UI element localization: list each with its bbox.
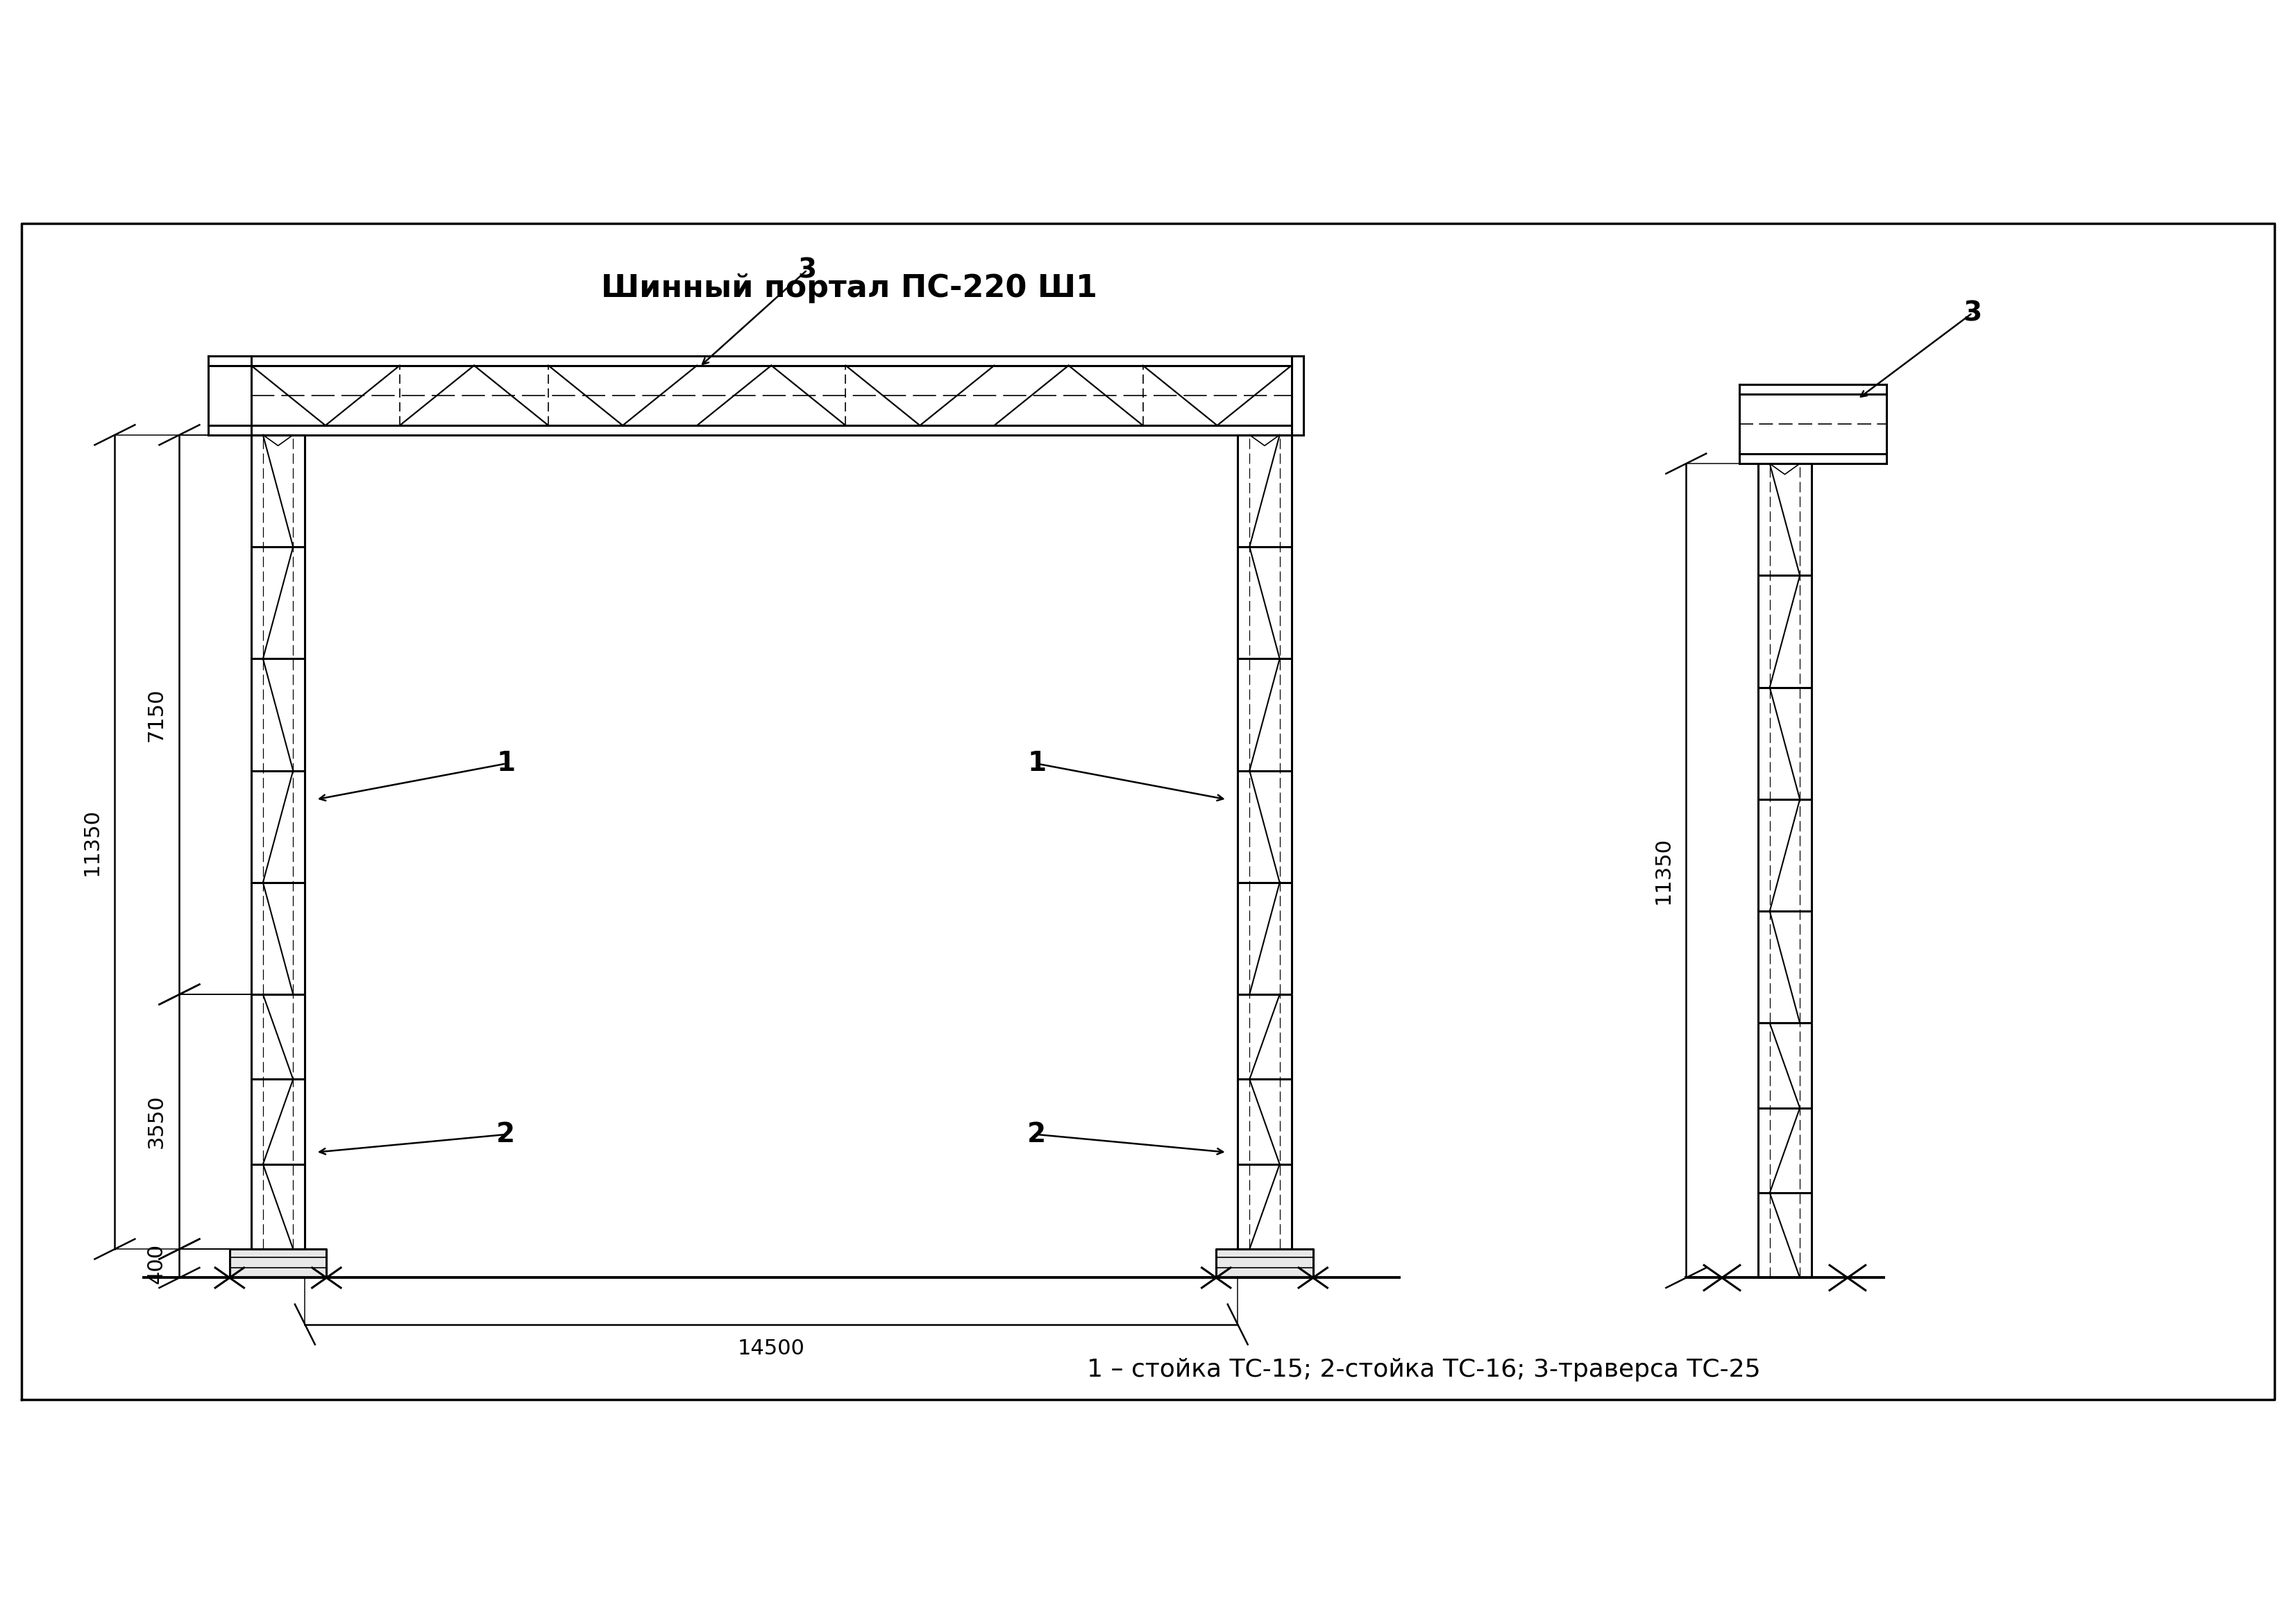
Text: 2: 2	[1026, 1121, 1047, 1147]
Polygon shape	[1217, 1250, 1313, 1277]
Text: 3: 3	[797, 256, 817, 282]
Text: 1 – стойка ТС-15; 2-стойка ТС-16; 3-траверса ТС-25: 1 – стойка ТС-15; 2-стойка ТС-16; 3-трав…	[1086, 1358, 1761, 1381]
Text: 7150: 7150	[147, 688, 165, 742]
Text: 1: 1	[496, 750, 514, 777]
Text: Шинный портал ПС-220 Ш1: Шинный портал ПС-220 Ш1	[602, 274, 1097, 304]
Polygon shape	[230, 1250, 326, 1277]
Text: 14500: 14500	[737, 1339, 806, 1358]
Text: 11350: 11350	[1653, 837, 1674, 904]
Text: 3: 3	[1963, 300, 1981, 326]
Text: 11350: 11350	[83, 808, 101, 876]
Text: 400: 400	[147, 1243, 165, 1284]
Text: 3550: 3550	[147, 1096, 165, 1149]
Text: 2: 2	[496, 1121, 514, 1147]
Text: 1: 1	[1026, 750, 1047, 777]
